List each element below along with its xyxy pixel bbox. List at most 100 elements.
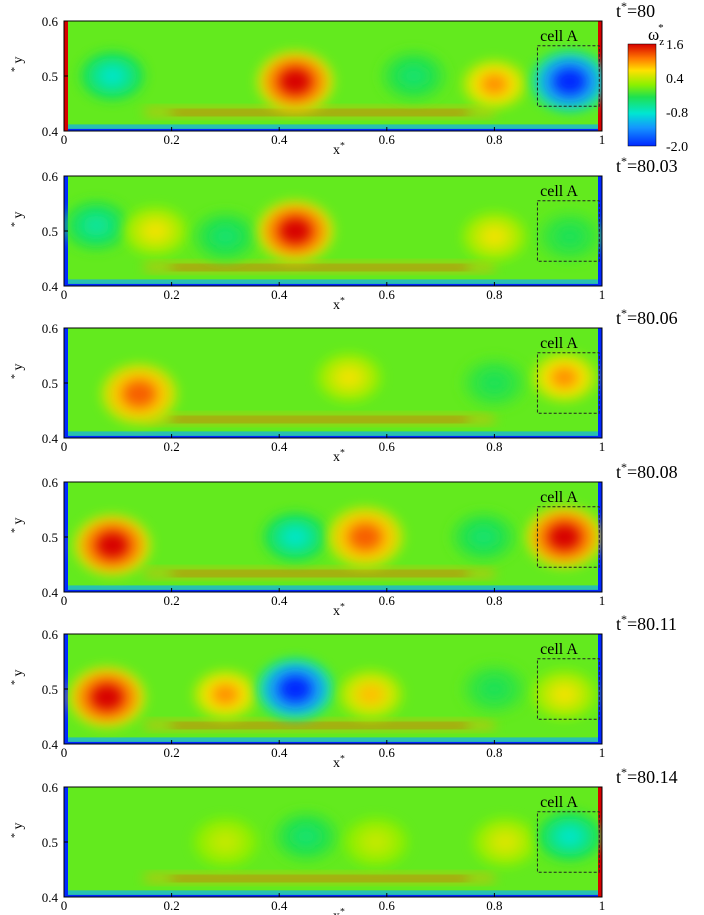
colorbar: ωz*1.6 0.4 -0.8 -2.0 (627, 22, 688, 155)
bottom-wall-layer (64, 890, 602, 895)
bottom-wall-layer (64, 128, 602, 131)
x-tick-label: 0 (61, 439, 68, 454)
x-tick-label: 0.6 (379, 439, 396, 454)
y-tick-label: 0.4 (42, 737, 59, 752)
vortex-core (551, 684, 578, 705)
x-tick-label: 1 (599, 898, 606, 913)
vorticity-field (64, 21, 602, 131)
vortex-core (278, 68, 312, 95)
x-tick-label: 0.6 (379, 287, 396, 302)
vorticity-field (64, 787, 602, 897)
y-tick-label: 0.4 (42, 585, 59, 600)
cell-a-box (536, 506, 600, 568)
x-tick-label: 0.4 (271, 898, 288, 913)
time-label: t*=80.08 (616, 460, 678, 482)
vortex-core (556, 826, 583, 847)
y-axis-label: * y (10, 57, 26, 73)
panel-2: cell A 0 0.2 0.4 0.6 0.8 1 0.6 0.5 0.4 x* * y t*=80.… (10, 154, 678, 313)
vortex-core (95, 532, 129, 559)
cell-a-box (536, 811, 600, 873)
cell-a-box (536, 45, 600, 107)
x-tick-label: 0.4 (271, 745, 288, 760)
x-tick-label: 0.6 (379, 745, 396, 760)
vortex-core (357, 684, 384, 705)
x-tick-label: 1 (599, 593, 606, 608)
time-label: t*=80.11 (616, 612, 677, 634)
bottom-wall-layer (64, 585, 602, 590)
vorticity-field (64, 328, 602, 438)
cell-a-label: cell A (540, 28, 578, 45)
panel-5: cell A 0 0.2 0.4 0.6 0.8 1 0.6 0.5 0.4 x* * y t*=80.… (10, 612, 677, 771)
vortex-core (212, 226, 239, 247)
y-axis-label: * y (10, 823, 26, 839)
x-tick-label: 0.4 (271, 439, 288, 454)
vortex-core (122, 380, 156, 408)
shear-layer (144, 414, 495, 424)
bottom-wall-layer (64, 279, 602, 284)
vortex-core (99, 66, 126, 86)
x-tick-label: 0.4 (271, 287, 288, 302)
cell-a-label: cell A (540, 794, 578, 811)
right-wall-layer (598, 634, 602, 744)
vortex-core (551, 367, 578, 388)
vortex-core (278, 675, 312, 703)
x-tick-label: 0.8 (486, 287, 502, 302)
cell-a-label: cell A (540, 335, 578, 352)
colorbar-title: ωz* (648, 22, 664, 48)
time-label: t*=80 (616, 0, 655, 21)
bottom-wall-layer (64, 894, 602, 897)
y-tick-label: 0.4 (42, 890, 59, 905)
x-tick-label: 0.6 (379, 593, 396, 608)
cell-a-box (536, 352, 600, 414)
x-tick-label: 0.8 (486, 593, 502, 608)
bottom-wall-layer (64, 435, 602, 438)
panel-3: cell A 0 0.2 0.4 0.6 0.8 1 0.6 0.5 0.4 x* * y t*=80.… (10, 306, 678, 465)
y-tick-label: 0.4 (42, 431, 59, 446)
x-axis-label: x* (333, 906, 345, 915)
bottom-wall-layer (64, 741, 602, 744)
vorticity-field (64, 176, 602, 286)
bottom-wall-layer (64, 283, 602, 286)
cell-a-label: cell A (540, 489, 578, 506)
vortex-core (481, 679, 508, 699)
x-tick-label: 0.8 (486, 132, 502, 147)
x-axis-label: x* (333, 447, 345, 465)
y-tick-label: 0.6 (42, 627, 59, 642)
x-tick-label: 0.2 (163, 745, 179, 760)
vortex-core (556, 226, 583, 247)
vortex-core (491, 832, 519, 852)
y-axis-label: * y (10, 364, 26, 380)
y-tick-label: 0.6 (42, 780, 59, 795)
vortex-core (553, 68, 587, 95)
x-tick-label: 0 (61, 593, 68, 608)
panel-6: cell A 0 0.2 0.4 0.6 0.8 1 0.6 0.5 0.4 x* * y t*=80.… (10, 765, 678, 915)
bottom-wall-layer (64, 737, 602, 742)
y-tick-label: 0.5 (42, 530, 58, 545)
x-axis-label: x* (333, 601, 345, 619)
x-axis-label: x* (333, 753, 345, 771)
x-tick-label: 0.8 (486, 898, 502, 913)
x-tick-label: 1 (599, 745, 606, 760)
y-tick-label: 0.6 (42, 475, 59, 490)
vortex-core (278, 217, 312, 245)
x-tick-label: 0 (61, 745, 68, 760)
x-tick-label: 0.8 (486, 745, 502, 760)
x-tick-label: 0.6 (379, 132, 396, 147)
vortex-core (481, 74, 508, 95)
vortex-core (212, 684, 239, 705)
shear-layer (144, 262, 495, 272)
bottom-wall-layer (64, 124, 602, 129)
cell-a-box (536, 658, 600, 720)
time-label: t*=80.03 (616, 154, 678, 176)
y-tick-label: 0.5 (42, 224, 58, 239)
vortex-core (362, 832, 390, 852)
right-wall-layer (598, 328, 602, 438)
time-label: t*=80.06 (616, 306, 678, 328)
colorbar-tick-label: 0.4 (666, 72, 684, 87)
x-tick-label: 0.4 (271, 593, 288, 608)
x-tick-label: 0.6 (379, 898, 396, 913)
bottom-wall-layer (64, 431, 602, 436)
x-tick-label: 1 (599, 287, 606, 302)
y-tick-label: 0.5 (42, 376, 58, 391)
